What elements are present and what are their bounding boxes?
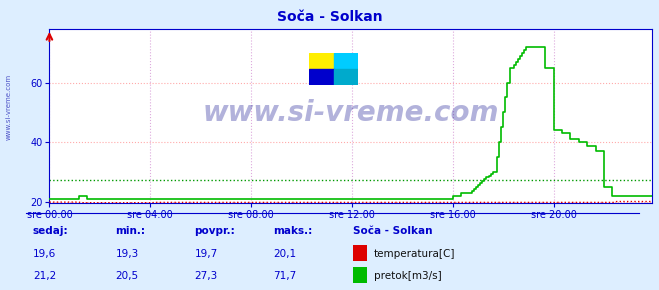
Text: 21,2: 21,2 (33, 271, 56, 281)
Text: Soča - Solkan: Soča - Solkan (353, 226, 432, 235)
Text: povpr.:: povpr.: (194, 226, 235, 235)
Text: Soča - Solkan: Soča - Solkan (277, 10, 382, 24)
Text: 20,1: 20,1 (273, 249, 297, 259)
Text: sedaj:: sedaj: (33, 226, 69, 235)
Text: temperatura[C]: temperatura[C] (374, 249, 455, 259)
Text: www.si-vreme.com: www.si-vreme.com (203, 99, 499, 126)
Text: 27,3: 27,3 (194, 271, 217, 281)
Text: 19,6: 19,6 (33, 249, 56, 259)
Text: 19,7: 19,7 (194, 249, 217, 259)
Bar (308, 52, 333, 69)
Bar (333, 69, 358, 85)
Text: 19,3: 19,3 (115, 249, 138, 259)
Text: pretok[m3/s]: pretok[m3/s] (374, 271, 442, 281)
Text: min.:: min.: (115, 226, 146, 235)
Bar (308, 69, 333, 85)
Text: maks.:: maks.: (273, 226, 313, 235)
Text: 20,5: 20,5 (115, 271, 138, 281)
Text: www.si-vreme.com: www.si-vreme.com (5, 74, 12, 140)
Bar (333, 52, 358, 69)
Text: 71,7: 71,7 (273, 271, 297, 281)
